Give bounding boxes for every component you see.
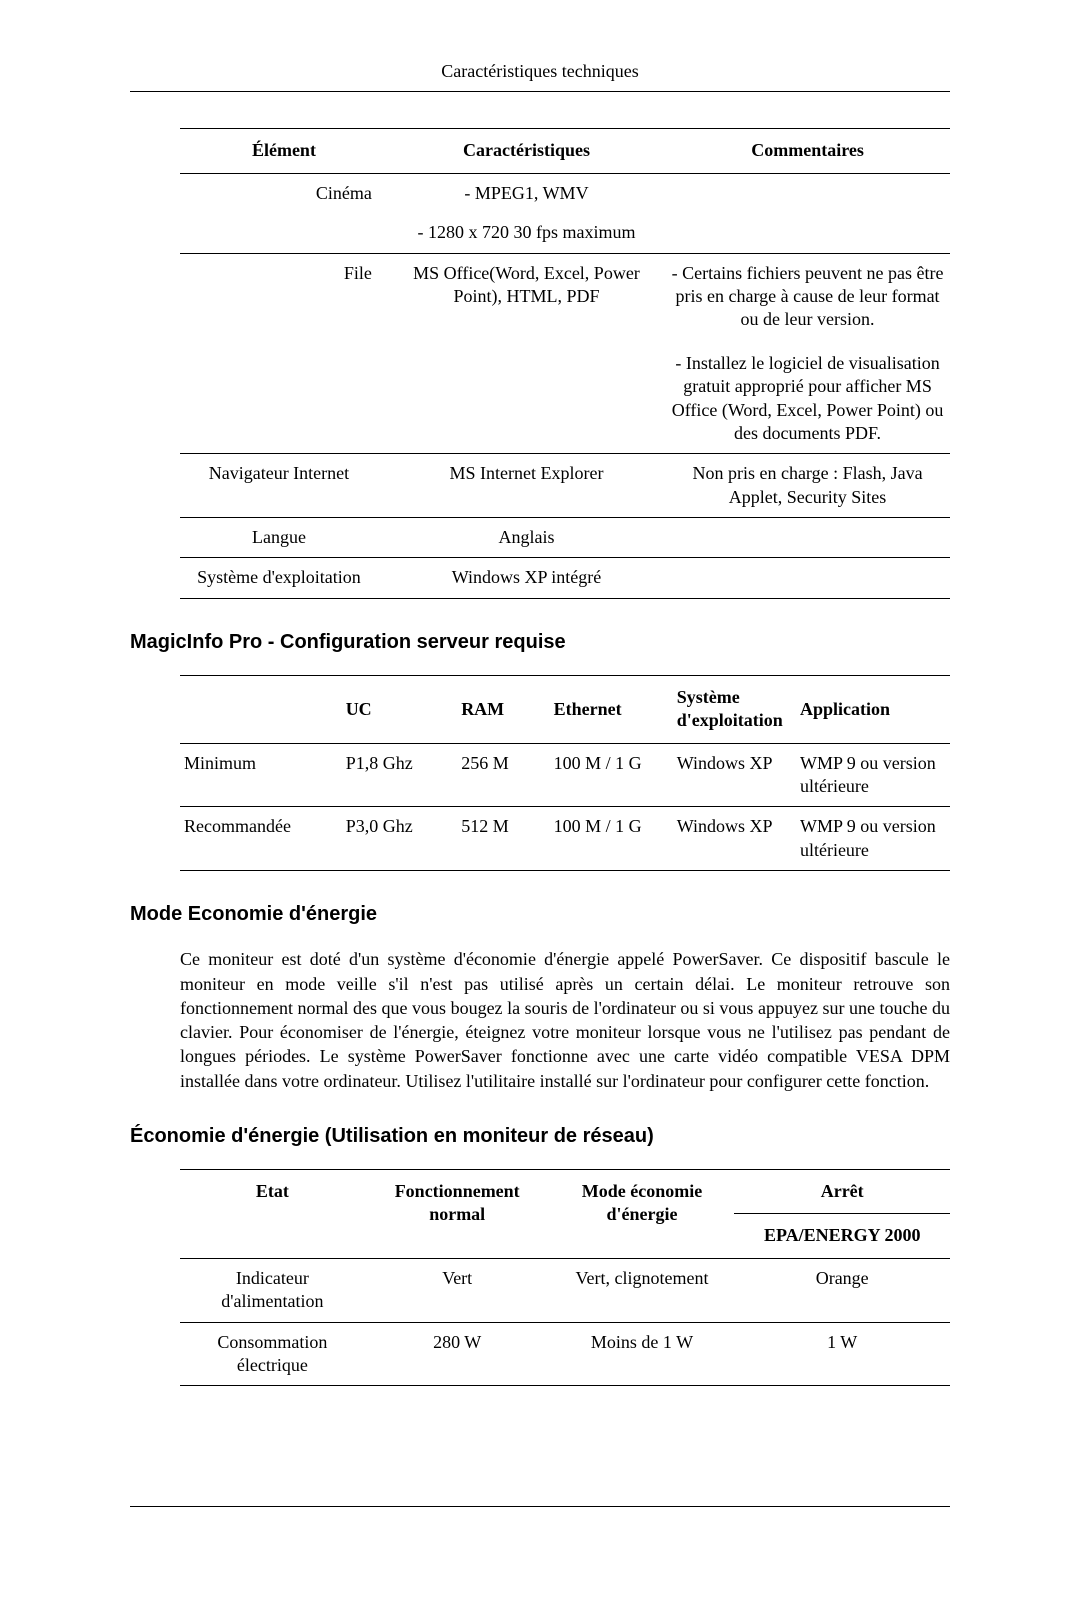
energy-table: Etat Fonctionnement normal Mode économie… bbox=[180, 1169, 950, 1386]
eco-paragraph: Ce moniteur est doté d'un système d'écon… bbox=[180, 947, 950, 1093]
table-row: Système d'exploitation Windows XP intégr… bbox=[180, 558, 950, 598]
col-element: Élément bbox=[180, 129, 388, 173]
table-row: Langue Anglais bbox=[180, 518, 950, 558]
section-eco-heading: Mode Economie d'énergie bbox=[130, 901, 950, 927]
col-arret: Arrêt bbox=[734, 1169, 950, 1213]
cell-label: File bbox=[180, 253, 388, 340]
cell-app: WMP 9 ou version ultérieure bbox=[796, 807, 950, 871]
table-row: - 1280 x 720 30 fps maximum bbox=[180, 213, 950, 253]
table-row: - Installez le logiciel de visualisation… bbox=[180, 340, 950, 454]
cell-empty bbox=[665, 518, 950, 558]
col-mode: Mode économie d'énergie bbox=[550, 1169, 735, 1258]
col-caract: Caractéristiques bbox=[388, 129, 665, 173]
col-ethernet: Ethernet bbox=[550, 675, 673, 743]
cell-eth: 100 M / 1 G bbox=[550, 807, 673, 871]
cell-arret: 1 W bbox=[734, 1322, 950, 1386]
section-eco2-heading: Économie d'énergie (Utilisation en monit… bbox=[130, 1123, 950, 1149]
page-title: Caractéristiques techniques bbox=[441, 61, 638, 81]
cell-empty bbox=[665, 213, 950, 253]
cell-caract: MS Internet Explorer bbox=[388, 454, 665, 518]
server-requirements-table: UC RAM Ethernet Système d'exploitation A… bbox=[180, 675, 950, 871]
cell-label: Minimum bbox=[180, 743, 342, 807]
col-empty bbox=[180, 675, 342, 743]
col-uc: UC bbox=[342, 675, 458, 743]
col-fonc: Fonctionnement normal bbox=[365, 1169, 550, 1258]
table-row: Recommandée P3,0 Ghz 512 M 100 M / 1 G W… bbox=[180, 807, 950, 871]
col-etat: Etat bbox=[180, 1169, 365, 1258]
table-row: Indicateur d'alimentation Vert Vert, cli… bbox=[180, 1258, 950, 1322]
cell-mode: Moins de 1 W bbox=[550, 1322, 735, 1386]
table-row: Navigateur Internet MS Internet Explorer… bbox=[180, 454, 950, 518]
cell-uc: P3,0 Ghz bbox=[342, 807, 458, 871]
cell-arret: Orange bbox=[734, 1258, 950, 1322]
cell-label: Système d'exploitation bbox=[180, 558, 388, 598]
col-ram: RAM bbox=[457, 675, 549, 743]
table-row: Cinéma - MPEG1, WMV bbox=[180, 173, 950, 213]
cell-fonc: Vert bbox=[365, 1258, 550, 1322]
cell-caract: Windows XP intégré bbox=[388, 558, 665, 598]
cell-uc: P1,8 Ghz bbox=[342, 743, 458, 807]
col-sub: EPA/ENERGY 2000 bbox=[734, 1214, 950, 1258]
cell-empty bbox=[180, 213, 388, 253]
cell-comment: - Installez le logiciel de visualisation… bbox=[665, 340, 950, 454]
cell-os: Windows XP bbox=[673, 807, 796, 871]
col-os: Système d'exploitation bbox=[673, 675, 796, 743]
page-footer bbox=[130, 1506, 950, 1507]
cell-empty bbox=[388, 340, 665, 454]
cell-caract: - MPEG1, WMV bbox=[388, 173, 665, 213]
cell-ram: 256 M bbox=[457, 743, 549, 807]
cell-label: Consommation électrique bbox=[180, 1322, 365, 1386]
cell-mode: Vert, clignotement bbox=[550, 1258, 735, 1322]
cell-os: Windows XP bbox=[673, 743, 796, 807]
section-magicinfo-heading: MagicInfo Pro - Configuration serveur re… bbox=[130, 629, 950, 655]
col-comment: Commentaires bbox=[665, 129, 950, 173]
col-app: Application bbox=[796, 675, 950, 743]
cell-empty bbox=[180, 340, 388, 454]
table-row: Consommation électrique 280 W Moins de 1… bbox=[180, 1322, 950, 1386]
table-row: Minimum P1,8 Ghz 256 M 100 M / 1 G Windo… bbox=[180, 743, 950, 807]
cell-caract: Anglais bbox=[388, 518, 665, 558]
cell-label: Recommandée bbox=[180, 807, 342, 871]
cell-comment: - Certains fichiers peuvent ne pas être … bbox=[665, 253, 950, 340]
cell-comment: Non pris en charge : Flash, Java Applet,… bbox=[665, 454, 950, 518]
cell-fonc: 280 W bbox=[365, 1322, 550, 1386]
cell-comment bbox=[665, 173, 950, 213]
cell-label: Cinéma bbox=[180, 173, 388, 213]
page-header: Caractéristiques techniques bbox=[130, 60, 950, 92]
cell-eth: 100 M / 1 G bbox=[550, 743, 673, 807]
cell-app: WMP 9 ou version ultérieure bbox=[796, 743, 950, 807]
table-row: File MS Office(Word, Excel, Power Point)… bbox=[180, 253, 950, 340]
cell-empty bbox=[665, 558, 950, 598]
cell-ram: 512 M bbox=[457, 807, 549, 871]
cell-label: Indicateur d'alimentation bbox=[180, 1258, 365, 1322]
cell-label: Navigateur Internet bbox=[180, 454, 388, 518]
cell-label: Langue bbox=[180, 518, 388, 558]
cell-caract: MS Office(Word, Excel, Power Point), HTM… bbox=[388, 253, 665, 340]
characteristics-table: Élément Caractéristiques Commentaires Ci… bbox=[180, 128, 950, 598]
cell-caract: - 1280 x 720 30 fps maximum bbox=[388, 213, 665, 253]
